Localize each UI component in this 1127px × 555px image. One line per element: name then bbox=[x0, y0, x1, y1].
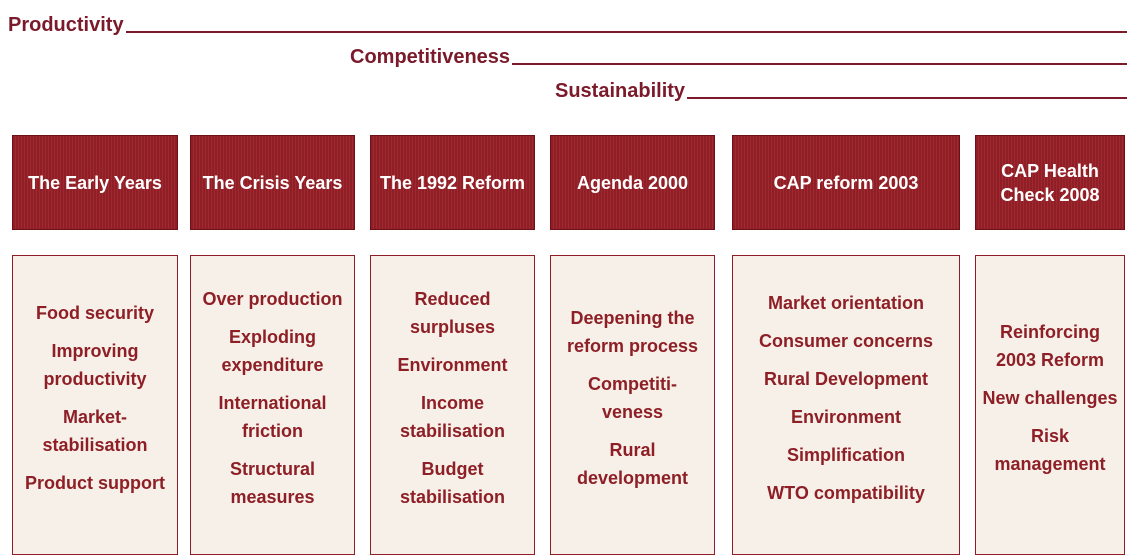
period-item: Reinforcing 2003 Reform bbox=[995, 322, 1105, 370]
theme-line bbox=[125, 31, 1127, 33]
period-item: Structural measures bbox=[229, 459, 316, 507]
theme-line bbox=[687, 97, 1127, 99]
period-box: Reinforcing 2003 Reform New challenges Ris… bbox=[975, 255, 1125, 555]
theme-row: Competitiveness bbox=[0, 44, 1127, 68]
period-item: Reduced surpluses bbox=[409, 289, 496, 337]
period-header: CAP reform 2003 bbox=[732, 135, 960, 230]
theme-line bbox=[512, 63, 1127, 65]
period-item: Market-stabilisation bbox=[42, 407, 148, 455]
period-header: The Crisis Years bbox=[190, 135, 355, 230]
period-header: CAP Health Check 2008 bbox=[975, 135, 1125, 230]
period-box: Food security Improving productivity Marke… bbox=[12, 255, 178, 555]
period-item: Income stabilisation bbox=[399, 393, 506, 441]
period-item: Product support bbox=[25, 473, 165, 493]
period-header: The 1992 Reform bbox=[370, 135, 535, 230]
period-item: Market orientation bbox=[767, 293, 925, 313]
period-item: Environment bbox=[397, 355, 508, 375]
theme-label: Competitiveness bbox=[350, 46, 511, 68]
period-item: Competiti-veness bbox=[588, 374, 677, 422]
period-header: The Early Years bbox=[12, 135, 178, 230]
period-box: Reduced surpluses Environment Income stabi… bbox=[370, 255, 535, 555]
period-item: Risk management bbox=[994, 426, 1106, 474]
period-item: Deepening the reform process bbox=[566, 308, 699, 356]
period-item: International friction bbox=[218, 393, 327, 441]
period-item: Improving productivity bbox=[43, 341, 147, 389]
theme-label: Sustainability bbox=[555, 80, 686, 102]
period-item: Consumer concerns bbox=[758, 331, 934, 351]
period-item: Food security bbox=[35, 303, 155, 323]
period-item: Budget stabilisation bbox=[399, 459, 506, 507]
period-item: Exploding expenditure bbox=[221, 327, 324, 375]
period-item: Rural Development bbox=[763, 369, 929, 389]
theme-row: Sustainability bbox=[0, 78, 1127, 102]
theme-row: Productivity bbox=[0, 12, 1127, 36]
period-item: Over production bbox=[202, 289, 343, 309]
period-header: Agenda 2000 bbox=[550, 135, 715, 230]
theme-label: Productivity bbox=[8, 14, 124, 36]
period-box: Market orientation Consumer concerns Rural… bbox=[732, 255, 960, 555]
period-item: Simplification bbox=[786, 445, 905, 465]
period-item: Rural development bbox=[576, 440, 689, 488]
period-item: WTO compatibility bbox=[767, 483, 925, 503]
period-item: New challenges bbox=[982, 388, 1118, 408]
period-box: Over production Exploding expenditure Inte… bbox=[190, 255, 355, 555]
period-item: Environment bbox=[790, 407, 901, 427]
period-box: Deepening the reform process Competiti-ve… bbox=[550, 255, 715, 555]
